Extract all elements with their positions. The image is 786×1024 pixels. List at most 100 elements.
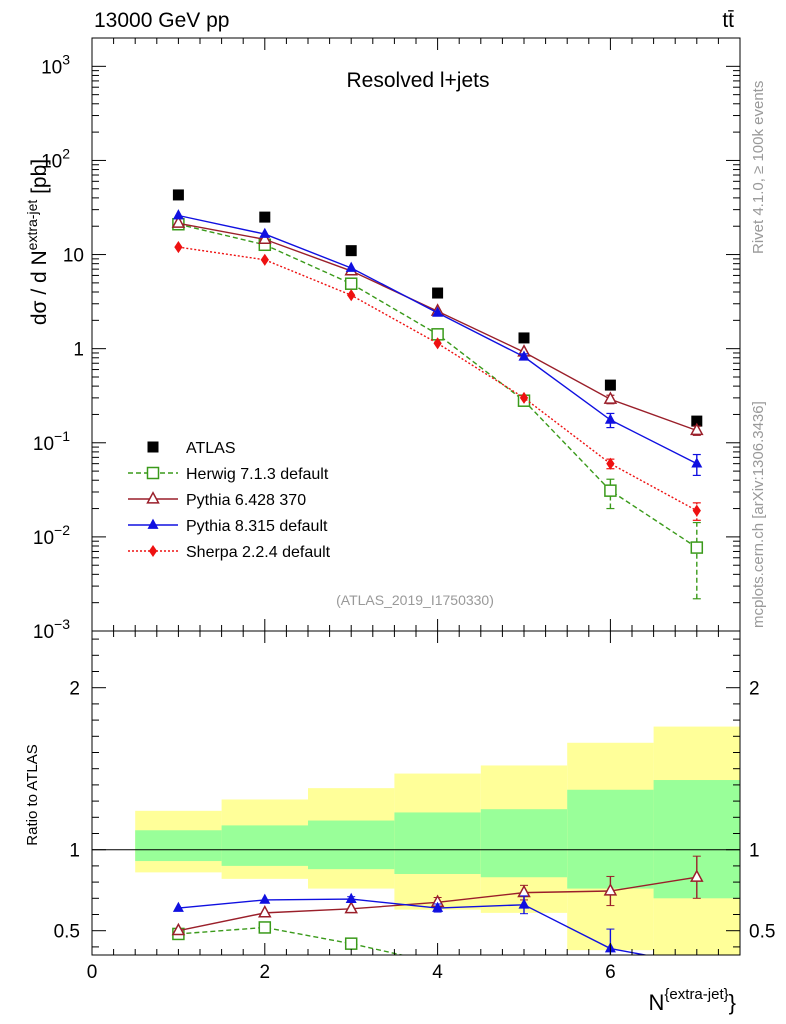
- y-tick-base: 10: [33, 622, 54, 643]
- x-tick-label: 2: [260, 962, 271, 983]
- header-process-label: tt̄: [722, 9, 734, 32]
- legend-entry: Sherpa 2.2.4 default: [128, 544, 331, 561]
- legend-marker: [146, 491, 160, 504]
- ratio-y-tick-label: 1: [69, 841, 80, 862]
- ratio-y-tick-label-right: 2: [749, 679, 760, 700]
- main-y-axis-label: dσ / d Nextra-jet [pb]: [24, 159, 51, 325]
- y-label-close: [pb]: [28, 159, 51, 200]
- legend-label: Pythia 6.428 370: [186, 492, 306, 509]
- ratio-point: [258, 921, 272, 934]
- x-axis-label: N{extra-jet}}: [649, 986, 736, 1015]
- y-tick-base: 10: [41, 57, 62, 78]
- ratio-line: [178, 926, 405, 955]
- legend-marker: [148, 544, 158, 558]
- legend: ATLAS Herwig 7.1.3 default Pythia 6.428 37…: [128, 440, 331, 561]
- ratio-point: [172, 901, 184, 912]
- data-point: [518, 350, 530, 361]
- legend-marker: [146, 466, 160, 480]
- green-band: [135, 830, 222, 862]
- ratio-y-tick-label-right: 1: [749, 841, 760, 862]
- x-tick-label: 6: [605, 962, 616, 983]
- ratio-series-pythia-6-428-370: [171, 855, 704, 936]
- legend-entry: Herwig 7.1.3 default: [128, 466, 329, 483]
- series-atlas: [172, 189, 703, 427]
- ratio-point: [432, 901, 444, 912]
- legend-marker: [147, 441, 159, 453]
- y-tick-label: 102: [41, 145, 70, 172]
- ratio-point: [259, 893, 271, 904]
- series-sherpa-2-2-4-default: [174, 241, 701, 521]
- main-plot-title: Resolved l+jets: [347, 69, 490, 92]
- y-tick-label: 1: [73, 340, 84, 361]
- svg-text:dσ / d Nextra-jet [pb]: dσ / d Nextra-jet [pb]: [24, 159, 51, 325]
- y-label-sup: extra-jet: [24, 200, 40, 251]
- data-point: [172, 209, 184, 220]
- data-point: [259, 211, 271, 223]
- series-pythia-8-315-default: [172, 209, 703, 477]
- x-label-tail: }: [729, 990, 736, 1015]
- data-point: [345, 245, 357, 257]
- ratio-point: [690, 869, 704, 882]
- y-tick-label: 10−2: [33, 522, 70, 549]
- y-tick-base: 10: [41, 151, 62, 172]
- x-label-sup: {extra-jet}: [664, 986, 728, 1003]
- ratio-point: [344, 937, 358, 950]
- legend-label: Herwig 7.1.3 default: [186, 466, 329, 483]
- series-herwig-7-1-3-default: [172, 217, 704, 600]
- source-label: mcplots.cern.ch [arXiv:1306.3436]: [750, 401, 767, 628]
- data-point: [518, 332, 530, 344]
- data-point: [171, 215, 186, 228]
- y-tick-label: 10−1: [33, 428, 70, 455]
- legend-marker: [147, 518, 159, 529]
- rivet-version-label: Rivet 4.1.0, ≥ 100k events: [750, 81, 767, 254]
- header-energy-label: 13000 GeV pp: [94, 9, 229, 32]
- data-point: [604, 484, 617, 497]
- legend-label: Pythia 8.315 default: [186, 518, 328, 535]
- ratio-point: [345, 892, 357, 903]
- y-tick-exp: 3: [62, 51, 70, 67]
- data-point: [432, 306, 444, 317]
- x-tick-label: 4: [432, 962, 443, 983]
- y-tick-exp: −1: [54, 428, 70, 444]
- data-point: [344, 277, 358, 290]
- legend-entry: Pythia 6.428 370: [128, 491, 306, 509]
- data-point: [690, 422, 704, 436]
- data-point: [604, 413, 616, 424]
- green-band: [308, 820, 395, 870]
- data-point: [259, 227, 271, 238]
- data-point: [603, 391, 618, 404]
- green-band: [480, 809, 568, 878]
- legend-label: Sherpa 2.2.4 default: [186, 544, 331, 561]
- x-label-base: N: [649, 990, 665, 1015]
- ratio-plot: 0.5 0.5 1 1 2 2 0 2 4 6 Ratio to ATLAS N{extra-je…: [24, 630, 775, 1015]
- ratio-point: [518, 898, 530, 909]
- y-tick-base: 10: [33, 528, 54, 549]
- y-tick-exp: −2: [54, 522, 70, 538]
- data-point: [258, 231, 272, 244]
- data-point: [260, 253, 269, 266]
- legend-label: ATLAS: [186, 440, 236, 457]
- main-plot-frame: [91, 37, 741, 632]
- y-tick-label: 10: [63, 246, 84, 267]
- data-point: [691, 415, 703, 427]
- y-label-main: dσ / d N: [28, 250, 51, 325]
- green-band: [394, 812, 481, 874]
- ratio-point: [171, 922, 186, 936]
- ratio-y-tick-label-right: 0.5: [749, 922, 775, 943]
- ratio-point: [258, 904, 272, 918]
- analysis-id-label: (ATLAS_2019_I1750330): [336, 592, 494, 608]
- data-point: [172, 189, 184, 201]
- ratio-y-axis-label: Ratio to ATLAS: [24, 744, 41, 845]
- data-point: [604, 379, 616, 391]
- data-point: [345, 261, 357, 272]
- y-tick-label: 103: [41, 51, 70, 78]
- ratio-y-tick-label: 0.5: [54, 922, 80, 943]
- ratio-series-herwig-7-1-3-default: [172, 921, 405, 955]
- ratio-point: [344, 900, 358, 914]
- y-tick-base: 10: [33, 434, 54, 455]
- ratio-y-tick-label: 2: [69, 679, 80, 700]
- y-tick-exp: −3: [54, 616, 70, 632]
- data-point: [174, 241, 183, 254]
